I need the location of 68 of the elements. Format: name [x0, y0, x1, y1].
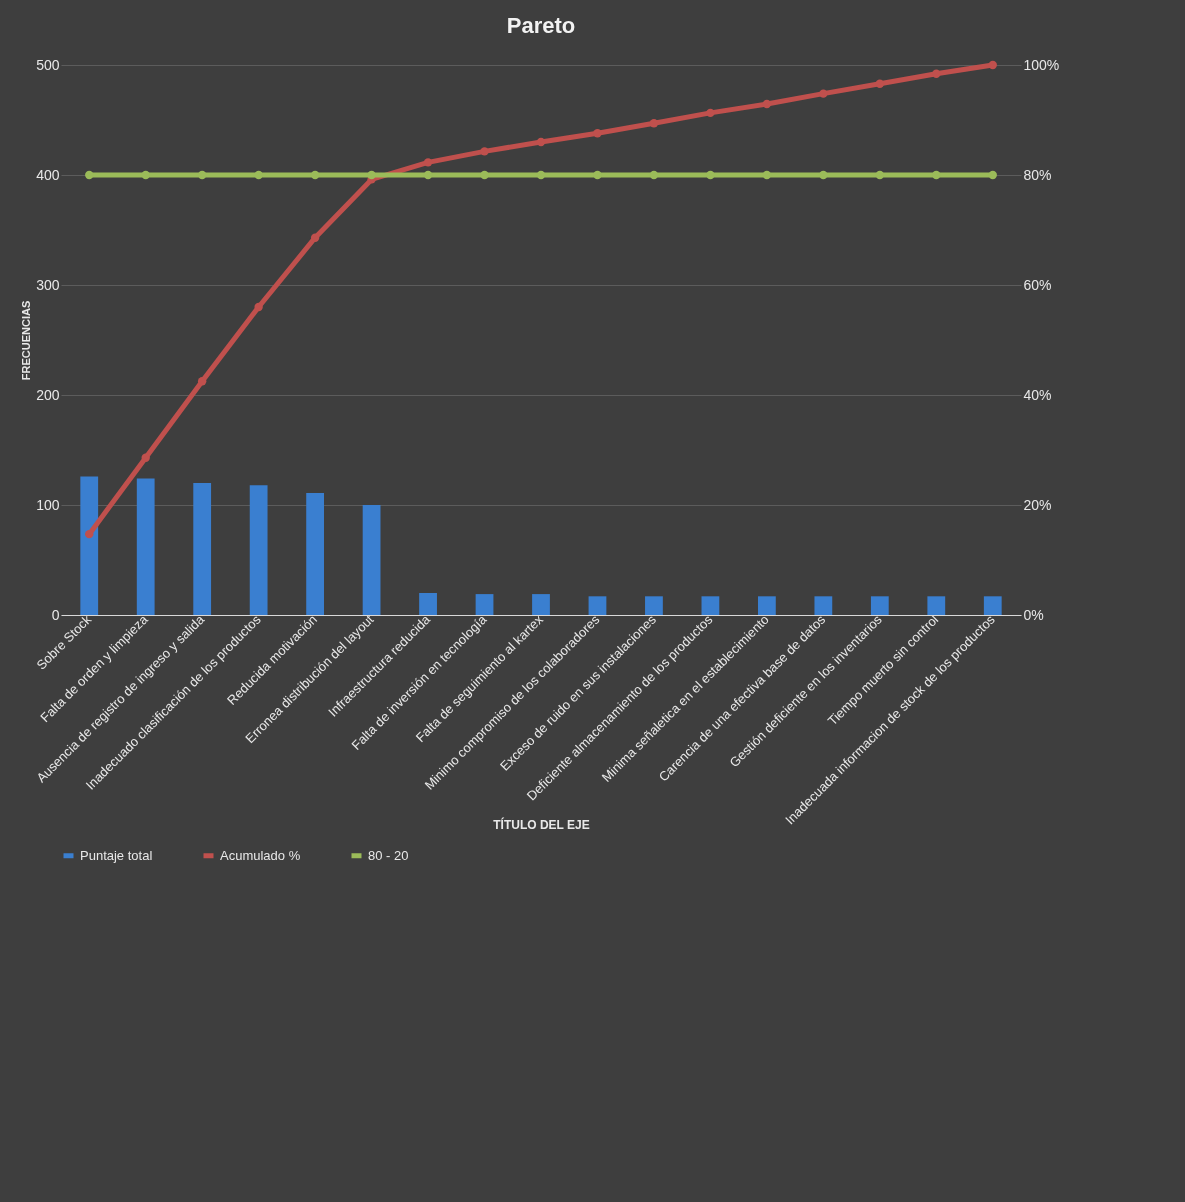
bar [532, 594, 550, 615]
point [932, 170, 941, 180]
y-axis-title: FRECUENCIAS [20, 300, 33, 381]
bar [80, 476, 99, 615]
bar [475, 594, 494, 615]
point [819, 89, 828, 98]
y-tick-label: 100 [36, 496, 60, 513]
y-tick-label: 200 [36, 386, 60, 403]
point [875, 170, 885, 180]
point [367, 170, 376, 180]
point [310, 170, 320, 180]
legend-label: Acumulado % [220, 847, 301, 863]
point [593, 170, 602, 180]
point [310, 233, 320, 242]
point [480, 170, 489, 180]
point [649, 119, 659, 128]
bar [983, 596, 1002, 615]
bar [588, 596, 607, 615]
y-tick-label: 0 [51, 606, 60, 623]
point [762, 170, 772, 180]
point [875, 79, 885, 88]
y2-tick-label: 60% [1023, 276, 1052, 293]
bar [249, 485, 268, 615]
point [423, 158, 433, 167]
point [197, 377, 207, 386]
point [85, 170, 94, 180]
y2-tick-label: 40% [1023, 386, 1052, 403]
bar [870, 596, 889, 615]
point [480, 147, 489, 156]
y-tick-label: 500 [36, 56, 60, 73]
y2-tick-label: 0% [1023, 606, 1044, 623]
x-axis-title: TÍTULO DEL EJE [493, 816, 590, 832]
legend-label: 80 - 20 [368, 847, 409, 863]
bar [927, 596, 946, 615]
point [593, 129, 602, 138]
bar [757, 596, 776, 615]
point [988, 60, 997, 70]
y2-tick-label: 20% [1023, 496, 1052, 513]
point [254, 302, 263, 312]
y-tick-label: 400 [36, 166, 60, 183]
y2-tick-label: 80% [1023, 166, 1052, 183]
point [762, 99, 772, 109]
point [988, 170, 997, 180]
bar [136, 478, 155, 615]
point [197, 170, 207, 180]
legend-label: Puntaje total [80, 847, 153, 863]
chart-title: Pareto [506, 13, 576, 38]
y-tick-label: 300 [36, 276, 60, 293]
bar [645, 596, 663, 615]
point [706, 108, 715, 118]
point [141, 170, 150, 180]
point [536, 137, 546, 147]
point [536, 170, 546, 180]
point [254, 170, 263, 180]
point [819, 170, 828, 180]
point [141, 453, 150, 462]
bar [701, 596, 720, 615]
point [85, 529, 94, 539]
y2-tick-label: 100% [1023, 56, 1060, 73]
bar [362, 505, 381, 615]
bar [306, 492, 325, 615]
point [423, 170, 433, 180]
bar [193, 483, 212, 615]
point [932, 69, 941, 78]
bar [814, 596, 833, 615]
point [649, 170, 659, 180]
point [706, 170, 715, 180]
bar [419, 593, 437, 615]
